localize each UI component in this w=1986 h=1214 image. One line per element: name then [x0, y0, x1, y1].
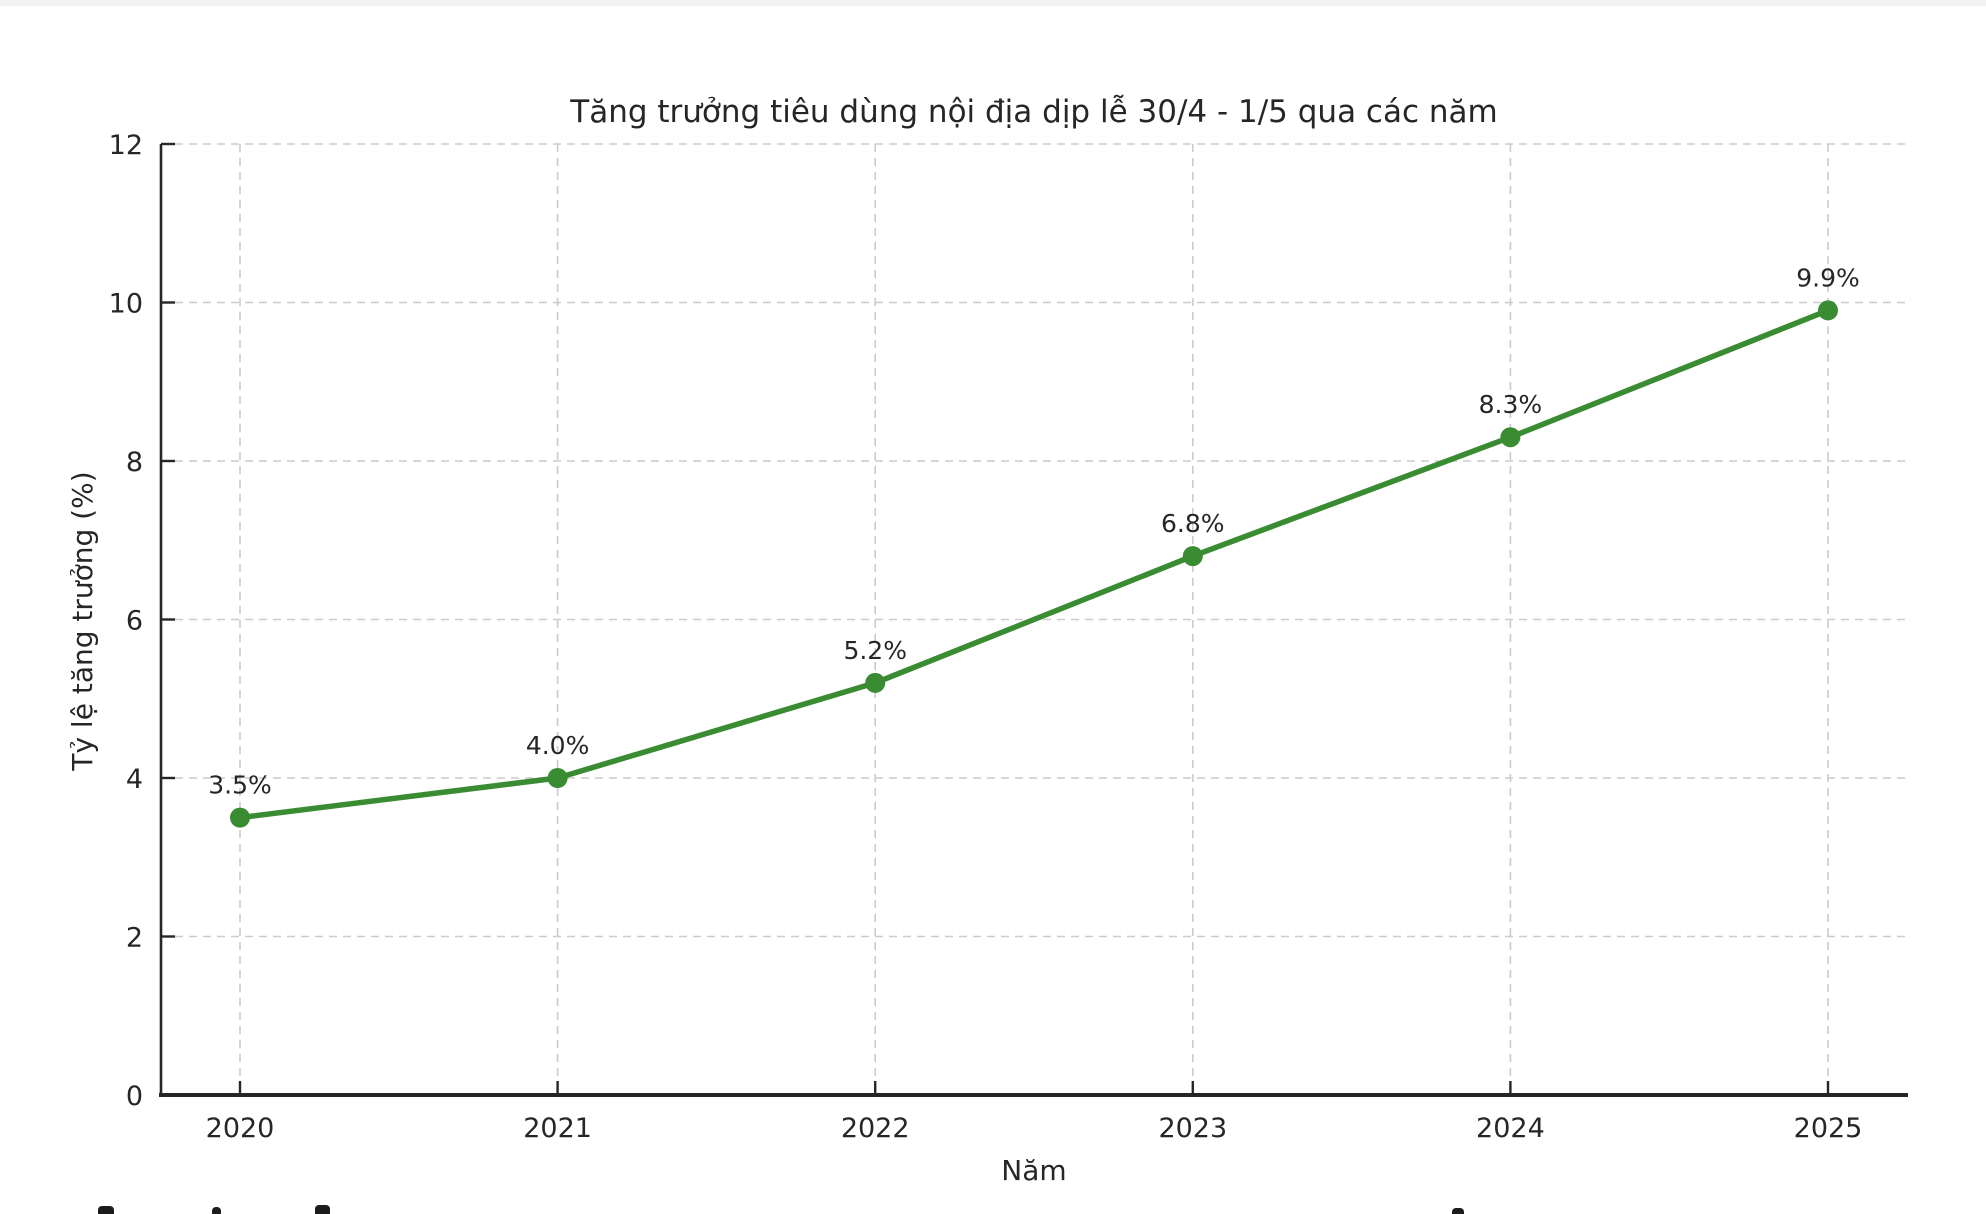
data-point-marker: [1500, 427, 1521, 448]
data-point-label: 4.0%: [526, 731, 590, 760]
data-point-label: 8.3%: [1479, 390, 1543, 419]
bottom-cutoff-text-fragment: [98, 1206, 114, 1214]
bottom-cutoff-text-fragment: [1452, 1208, 1464, 1214]
chart-title: Tăng trưởng tiêu dùng nội địa dịp lễ 30/…: [569, 94, 1497, 130]
x-axis-label: Năm: [1001, 1154, 1066, 1187]
trend-line: [237, 307, 1831, 821]
y-tick-label: 6: [126, 606, 143, 637]
x-tick-label: 2024: [1476, 1113, 1545, 1144]
y-tick-label: 0: [126, 1081, 143, 1112]
bottom-cutoff-text-fragment: [212, 1207, 221, 1214]
data-point-label: 5.2%: [843, 636, 907, 665]
top-edge-strip: [0, 0, 1986, 6]
y-tick-label: 4: [126, 764, 143, 795]
tick-and-point-labels: 2020 2021 2022 2023 2024 2025 0 2 4 6 8 10 12 3.5% 4.0…: [109, 130, 1863, 1144]
data-point-marker: [230, 807, 250, 828]
x-tick-label: 2022: [841, 1113, 910, 1144]
y-tick-label: 2: [126, 923, 143, 954]
data-point-marker: [547, 768, 568, 788]
x-tick-label: 2020: [206, 1113, 275, 1144]
x-tick-label: 2023: [1158, 1113, 1227, 1144]
data-point-label: 9.9%: [1796, 263, 1860, 292]
data-point-marker: [1818, 300, 1838, 321]
x-tick-label: 2025: [1794, 1113, 1863, 1144]
data-point-marker: [1182, 546, 1203, 567]
bottom-cutoff-text-fragment: [315, 1205, 330, 1214]
y-tick-label: 8: [126, 447, 143, 478]
x-tick-label: 2021: [523, 1113, 592, 1144]
y-tick-label: 12: [109, 130, 143, 161]
axes: [159, 142, 1908, 1097]
y-tick-label: 10: [109, 289, 143, 320]
data-point-label: 6.8%: [1161, 509, 1225, 538]
data-point-label: 3.5%: [208, 771, 272, 800]
y-axis-label: Tỷ lệ tăng trưởng (%): [66, 471, 99, 771]
data-series: [230, 300, 1838, 828]
data-point-marker: [865, 672, 886, 693]
